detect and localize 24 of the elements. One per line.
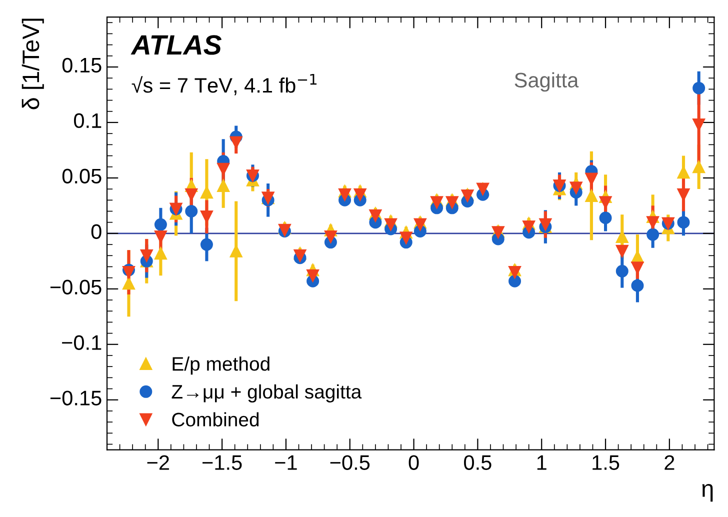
- x-tick-label: 0.5: [464, 455, 492, 470]
- y-tick-label: 0.05: [62, 168, 102, 184]
- x-tick-label: −1: [275, 455, 297, 470]
- x-tick-label: 1.5: [592, 455, 620, 470]
- x-tick-label: 0: [408, 455, 419, 470]
- x-axis-title: η: [702, 484, 713, 502]
- y-tick-label: 0.15: [62, 58, 102, 73]
- legend-label: E/p method: [172, 356, 270, 375]
- y-axis-title: δ [1/TeV]: [22, 18, 44, 110]
- y-tick-label: −0.05: [50, 280, 102, 294]
- y-tick-label: 0: [91, 224, 102, 240]
- x-tick-label: 1: [537, 455, 546, 470]
- legend-label: Combined: [172, 412, 259, 426]
- annotation: Sagitta: [514, 72, 579, 92]
- x-tick-label: −2: [147, 455, 169, 470]
- y-tick-label: 0.1: [74, 113, 102, 128]
- x-tick-label: −1.5: [202, 455, 242, 470]
- x-tick-label: 2: [664, 455, 674, 470]
- y-tick-label: −0.15: [50, 390, 102, 406]
- legend-label: Z→μμ + global sagitta: [172, 384, 362, 402]
- x-tick-label: −0.5: [330, 455, 370, 470]
- annotation: ATLAS: [130, 35, 222, 55]
- y-tick-label: −0.1: [62, 335, 102, 350]
- annotation: √s = 7 TeV, 4.1 fb$^{−1}$: [132, 74, 317, 96]
